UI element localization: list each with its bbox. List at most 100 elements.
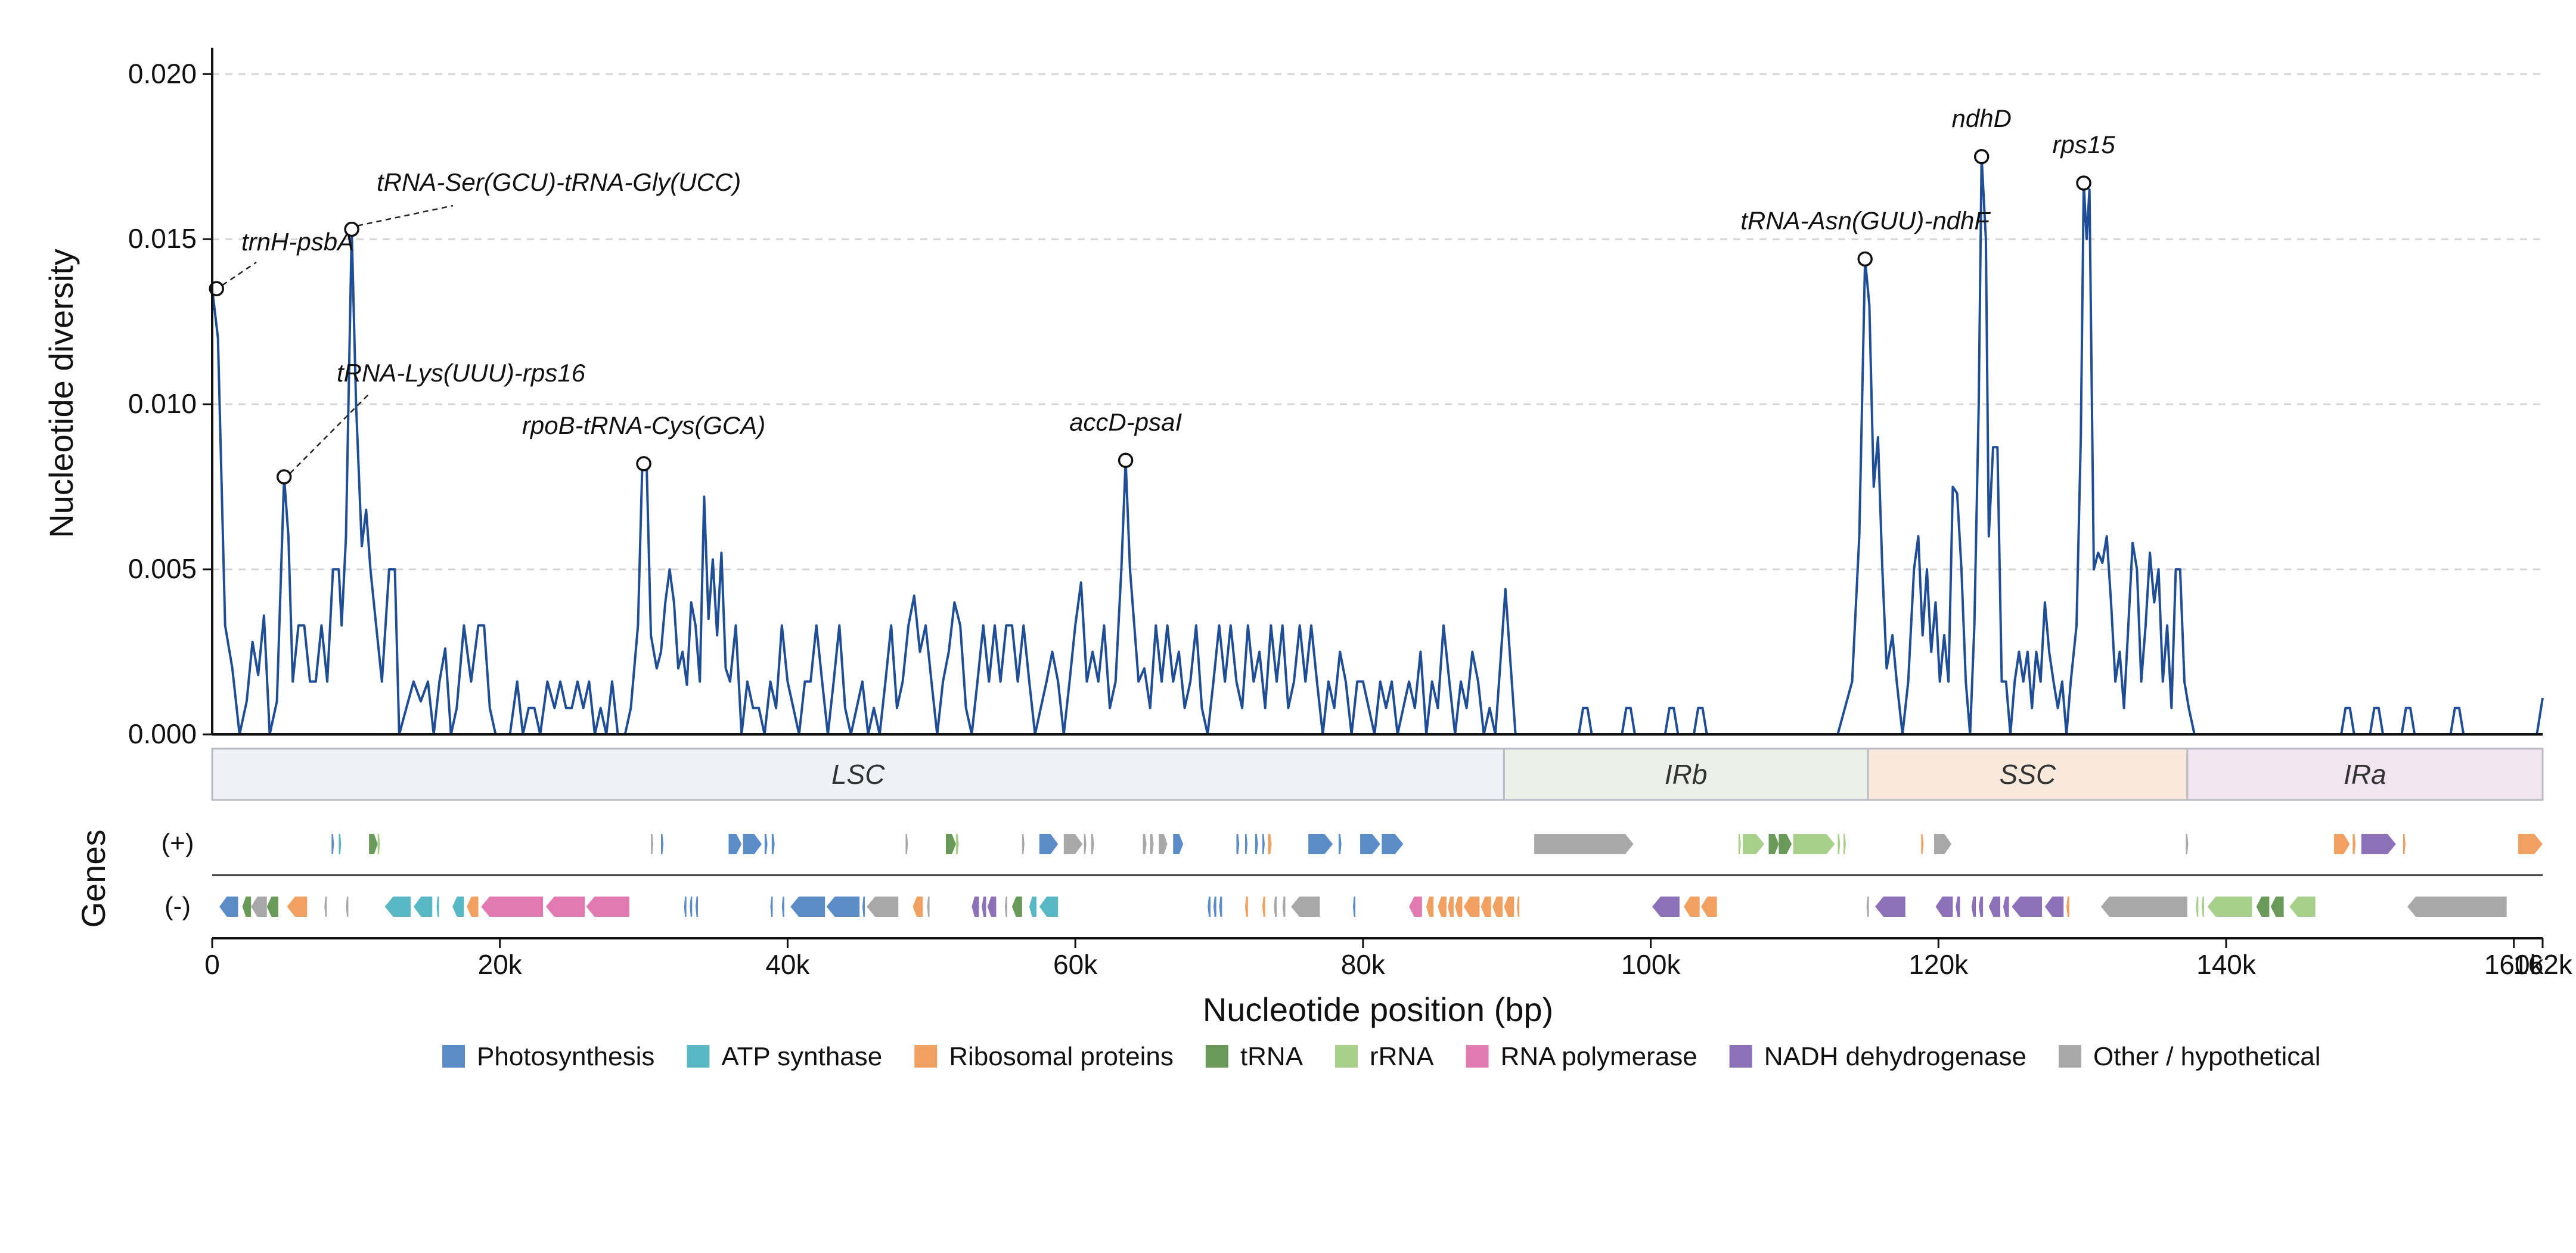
x-tick-label: 100k [1621,949,1681,980]
gene-arrow [369,834,378,854]
gene-arrow [2289,897,2316,917]
annotation-label: tRNA-Asn(GUU)-ndhF [1740,206,1991,234]
gene-arrow [1244,834,1247,854]
gene-arrow [1843,834,1846,854]
gene-arrow [1091,834,1094,854]
diversity-series-line [211,155,2544,736]
gene-arrow [1011,897,1022,917]
gene-arrow [1150,834,1154,854]
gene-arrow [1409,897,1422,917]
gene-arrow [413,897,433,917]
gene-arrow [2334,834,2350,854]
gene-arrow [867,897,899,917]
gene-arrow [1426,897,1434,917]
gene-arrow [2256,897,2270,917]
gene-arrow [771,834,775,854]
annotation-label: ndhD [1952,104,2012,132]
x-axis-title: Nucleotide position (bp) [1203,991,1553,1028]
gene-arrow [684,897,687,917]
gene-arrow [1448,897,1454,917]
gene-arrow [467,897,479,917]
gene-arrow [1534,834,1634,854]
genome-region-bar: LSC IRb SSC IRa [211,748,2544,801]
gene-arrow [927,897,930,917]
gene-arrow [1338,834,1342,854]
x-tick-label: 60k [1053,949,1098,980]
gene-arrow [545,897,585,917]
plus-strand-label: (+) [162,829,194,858]
region-label: IRb [1665,759,1708,790]
gene-arrow [1268,834,1272,854]
legend-swatch [1729,1045,1752,1068]
gene-arrow [1004,897,1007,917]
gene-arrow [1262,834,1265,854]
gene-arrow [251,897,267,917]
x-tick-label: 160k [2484,949,2544,980]
gene-arrow [2361,834,2396,854]
gene-arrow [436,897,439,917]
y-tick-label: 0.010 [128,388,197,419]
gene-arrow [1143,834,1147,854]
legend-label: ATP synthase [721,1042,882,1071]
gene-arrow [1159,834,1168,854]
peak-marker [1973,149,1990,165]
legend-label: tRNA [1240,1042,1303,1071]
peak-marker [344,221,359,237]
gene-arrow [2518,834,2543,854]
gene-arrow [346,897,349,917]
gene-arrow [1360,834,1380,854]
gene-arrow [1282,897,1286,917]
gene-arrow [1492,897,1503,917]
gene-arrow [770,897,773,917]
annotation-label: tRNA-Ser(GCU)-tRNA-Gly(UCC) [377,168,741,196]
gene-arrow [2101,897,2187,917]
region-label: SSC [2000,759,2056,790]
gene-arrow [972,897,979,917]
gene-arrow [2003,897,2009,917]
annotation-label: trnH-psbA [241,228,354,256]
peak-marker [276,469,292,485]
gene-arrow [1866,897,1869,917]
peak-annotations: trnH-psbA tRNA-Ser(GCU)-tRNA-Gly(UCC) tRNA… [209,104,2115,485]
gene-arrow [1652,897,1680,917]
gene-arrow [384,897,411,917]
x-tick-label: 140k [2196,949,2257,980]
gene-arrow [982,897,986,917]
gene-arrow [2201,897,2204,917]
gene-arrow [790,897,825,917]
gene-arrow [586,897,629,917]
gene-arrow [1768,834,1779,854]
annotation-leader [222,261,257,286]
legend-label: Photosynthesis [477,1042,654,1071]
region-label: IRa [2344,759,2386,790]
legend-label: rRNA [1370,1042,1434,1071]
gene-arrow [1213,897,1216,917]
x-tick-label: 40k [765,949,810,980]
gene-arrow [1039,897,1059,917]
gene-arrow [1455,897,1463,917]
gene-arrow [242,897,252,917]
gene-arrow [905,834,908,854]
gene-arrow [1779,834,1792,854]
gene-arrow [2044,897,2064,917]
annotation-leader [357,204,454,227]
gene-arrow [2066,897,2069,917]
annotation-label: rpoB-tRNA-Cys(GCA) [522,411,765,439]
gene-arrow [695,897,698,917]
gene-arrow [1219,897,1222,917]
y-tick-label: 0.000 [128,718,197,749]
gene-arrow [2352,834,2356,854]
gene-arrow [339,834,342,854]
region-block [1503,748,1869,801]
x-tick-label: 80k [1341,949,1386,980]
legend-label: Other / hypothetical [2093,1042,2321,1071]
gene-arrow [1463,897,1480,917]
y-axis-title: Nucleotide diversity [42,249,80,538]
gene-arrow [1481,897,1491,917]
legend-swatch [914,1045,938,1068]
gene-arrow [1438,897,1447,917]
gene-arrow [1291,897,1320,917]
gene-arrow [1971,897,1976,917]
gene-arrow [1934,834,1952,854]
